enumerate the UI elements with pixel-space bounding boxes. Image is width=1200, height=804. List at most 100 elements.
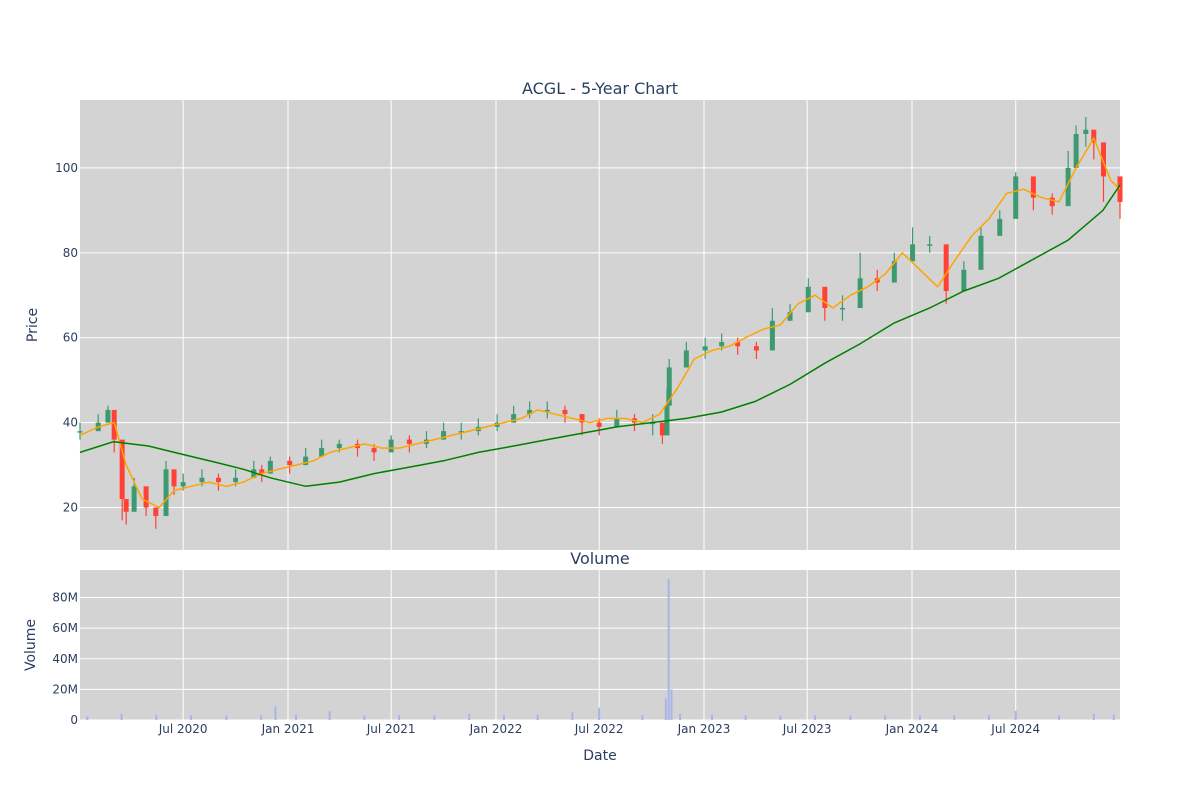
candle-body: [287, 460, 293, 466]
candle-body: [719, 341, 725, 347]
candle-body: [927, 244, 933, 246]
candle-body: [163, 469, 169, 517]
x-tick-labels: Jul 2020 Jan 2021 Jul 2021 Jan 2022 Jul 2022…: [158, 722, 1040, 736]
price-y-tick-labels: 20 40 60 80 100: [55, 161, 78, 515]
candle-body: [1091, 129, 1097, 143]
volume-bar: [398, 715, 401, 720]
volume-bar: [710, 714, 713, 720]
candle: [891, 252, 897, 283]
volume-bar: [120, 713, 123, 720]
candle-body: [650, 422, 656, 425]
candle-body: [659, 422, 665, 436]
candle-body: [544, 409, 550, 412]
candle-body: [267, 460, 273, 474]
volume-bar: [294, 714, 297, 720]
volume-y-tick-label: 20M: [52, 682, 78, 696]
candle: [215, 473, 221, 491]
volume-bar: [598, 707, 601, 720]
candle: [319, 439, 325, 457]
candle: [143, 486, 149, 517]
candle: [997, 210, 1003, 236]
candle: [77, 422, 83, 440]
candle-body: [441, 431, 447, 440]
candle: [119, 439, 125, 521]
volume-bar: [260, 715, 263, 720]
candle-body: [683, 350, 689, 368]
candle: [562, 405, 568, 423]
candle: [769, 308, 775, 351]
candle-body: [153, 507, 159, 517]
volume-chart-title: Volume: [570, 549, 630, 568]
candle-body: [77, 431, 83, 433]
candle: [406, 435, 412, 453]
candle: [1073, 125, 1079, 168]
candle-body: [1049, 197, 1055, 207]
volume-bar: [779, 715, 782, 720]
x-tick-label: Jul 2022: [574, 722, 624, 736]
candle-body: [666, 367, 672, 406]
volume-bar: [274, 706, 277, 720]
volume-bar: [670, 689, 673, 720]
candle-body: [527, 409, 533, 415]
candle-body: [371, 448, 377, 453]
x-axis-label: Date: [583, 748, 616, 764]
candle-body: [978, 235, 984, 270]
candle-body: [123, 499, 129, 512]
candle: [105, 405, 111, 423]
candle: [1013, 172, 1019, 219]
candle-body: [702, 346, 708, 351]
candle-body: [805, 286, 811, 313]
x-tick-label: Jan 2024: [885, 722, 939, 736]
candle-body: [1083, 129, 1089, 134]
candle: [171, 469, 177, 495]
candle-body: [388, 439, 394, 453]
price-y-tick-label: 100: [55, 161, 78, 175]
candle: [267, 456, 273, 474]
candle-body: [614, 418, 620, 427]
candle: [388, 435, 394, 453]
candle-body: [119, 439, 125, 500]
candle-body: [143, 486, 149, 508]
candle: [1030, 176, 1036, 211]
candle: [163, 460, 169, 517]
candle-body: [769, 320, 775, 351]
volume-bar: [1058, 715, 1061, 720]
volume-bar: [571, 712, 574, 720]
volume-y-axis-label: Volume: [23, 619, 39, 671]
candle: [123, 499, 129, 525]
x-tick-label: Jul 2024: [990, 722, 1040, 736]
volume-plot-area: [80, 570, 1120, 720]
candle: [527, 401, 533, 419]
x-tick-label: Jan 2021: [261, 722, 315, 736]
candle-body: [131, 486, 137, 512]
candle-body: [857, 278, 863, 309]
candle-body: [215, 477, 221, 483]
volume-bar: [849, 715, 852, 720]
candle-body: [562, 409, 568, 415]
price-y-tick-label: 80: [63, 246, 78, 260]
candle-body: [251, 469, 257, 478]
volume-bar: [502, 715, 505, 720]
price-y-tick-label: 40: [63, 416, 78, 430]
volume-bar: [328, 710, 331, 720]
volume-bar: [679, 713, 682, 720]
candle-body: [579, 414, 585, 423]
candle: [659, 422, 665, 444]
candle-body: [596, 422, 602, 427]
volume-y-tick-labels: 0 20M 40M 60M 80M: [52, 591, 78, 727]
volume-bar: [667, 579, 670, 720]
volume-bar: [744, 715, 747, 720]
volume-bars: [86, 579, 1115, 720]
volume-bar: [918, 715, 921, 720]
candle: [927, 235, 933, 253]
candle: [544, 401, 550, 419]
volume-bar: [433, 715, 436, 720]
candle-body: [259, 469, 265, 474]
candle-body: [1073, 133, 1079, 168]
candle: [1083, 116, 1089, 147]
candle-body: [105, 409, 111, 423]
x-tick-label: Jul 2023: [782, 722, 832, 736]
candle: [579, 414, 585, 436]
volume-y-tick-label: 40M: [52, 652, 78, 666]
